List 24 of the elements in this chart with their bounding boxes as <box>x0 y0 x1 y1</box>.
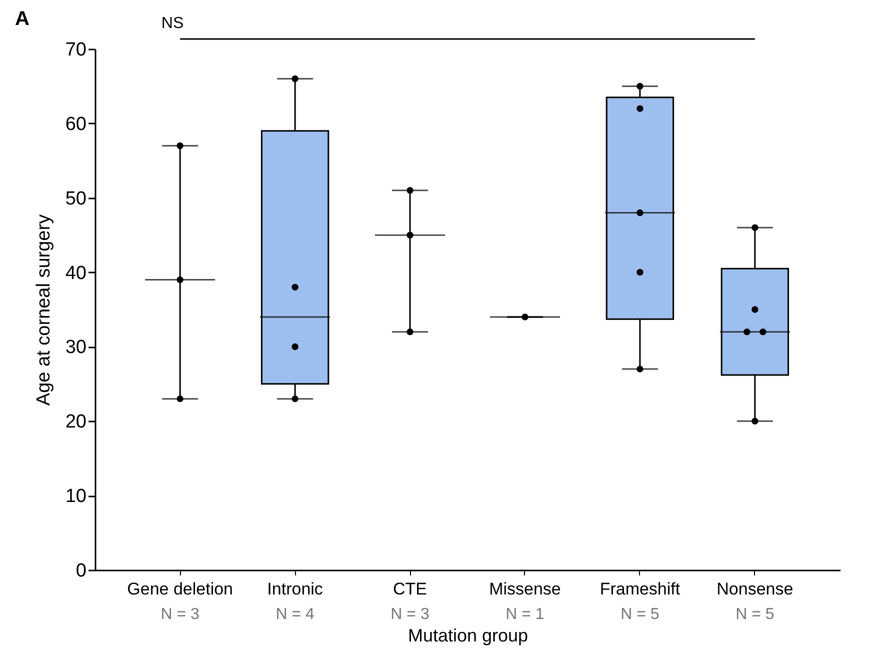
y-tick-label: 60 <box>65 114 86 135</box>
text: N = 5 <box>736 606 774 623</box>
text: NS <box>161 15 184 32</box>
y-tick-label: 20 <box>65 412 86 433</box>
chart-title: A <box>15 8 30 30</box>
x-tick-label: Nonsense <box>716 580 794 598</box>
y-tick-label: 50 <box>65 188 86 210</box>
y-tick-label: 40 <box>65 262 86 284</box>
x-tick-label: Frameshift <box>600 580 680 598</box>
y-tick-label: 30 <box>65 337 86 358</box>
text: N = 5 <box>620 606 660 623</box>
x-tick-label: Intronic <box>267 580 324 598</box>
x-tick-label: Missense <box>489 580 561 598</box>
y-tick-label: 70 <box>65 40 86 60</box>
text: N = 4 <box>276 606 314 623</box>
text: N = 3 <box>390 606 430 623</box>
x-tick-label: Gene deletion <box>127 580 234 598</box>
text: N = 3 <box>160 606 200 623</box>
y-tick-label: 0 <box>76 560 86 582</box>
x-axis-title: Mutation group <box>408 626 528 646</box>
text: N = 1 <box>506 606 544 623</box>
y-tick-label: 10 <box>65 486 86 508</box>
y-axis-title: Age at corneal surgery <box>33 214 54 406</box>
x-tick-label: CTE <box>393 580 428 598</box>
